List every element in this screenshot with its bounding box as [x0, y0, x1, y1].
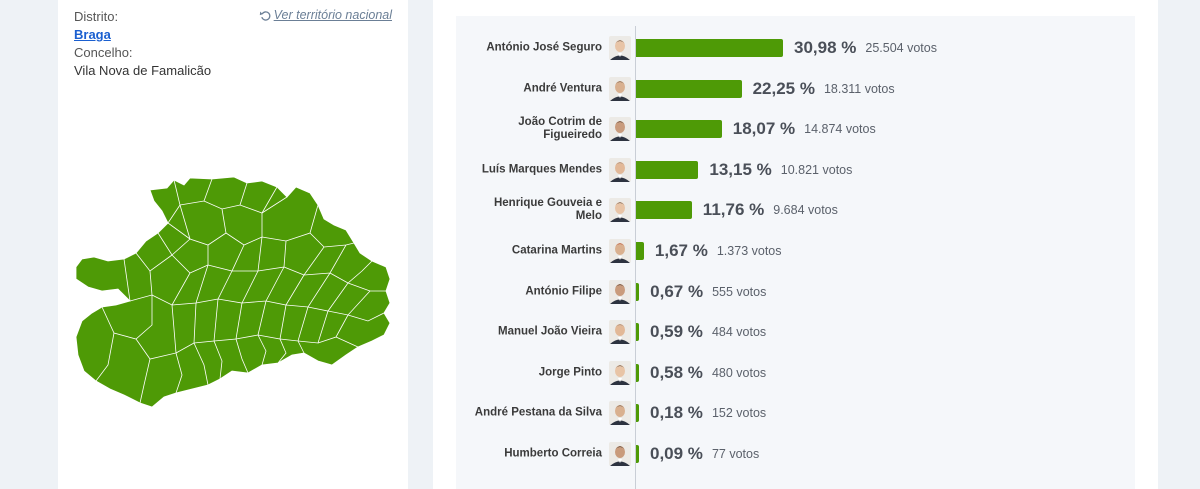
candidate-name: Manuel João Vieira: [498, 325, 602, 338]
result-percentage: 11,76 %: [702, 200, 765, 220]
candidate-row[interactable]: Luís Marques Mendes 13,15 % 10.821 votos: [456, 150, 1135, 190]
candidate-photo-icon: [609, 157, 631, 182]
candidate-name: Catarina Martins: [511, 244, 602, 257]
result-votes: 1.373 votos: [716, 244, 782, 258]
result-bar: [636, 160, 699, 179]
chart-axis: [635, 26, 636, 489]
result-bar: [636, 39, 783, 57]
candidate-photo-icon: [609, 360, 631, 385]
location-panel: Distrito: Braga Concelho: Vila Nova de F…: [58, 0, 408, 489]
result-bar: [636, 363, 639, 382]
distrito-label: Distrito:: [74, 9, 119, 24]
result-votes: 9.684 votos: [773, 203, 838, 218]
result-percentage: 13,15 %: [709, 159, 772, 179]
candidate-photo-icon: [609, 239, 631, 263]
candidate-row[interactable]: Humberto Correia 0,09 % 77 votos: [456, 434, 1135, 474]
result-votes: 18.311 votos: [823, 81, 895, 96]
result-bar: [636, 282, 640, 301]
municipality-shape: [75, 176, 391, 408]
result-votes: 77 votos: [711, 447, 760, 461]
result-votes: 555 votos: [712, 284, 767, 299]
result-votes: 480 votos: [711, 365, 767, 380]
result-votes: 25.504 votos: [865, 41, 937, 55]
distrito-link[interactable]: Braga: [74, 27, 111, 42]
national-link-text: Ver território nacional: [273, 8, 392, 22]
candidate-photo-icon: [609, 279, 631, 304]
result-percentage: 0,09 %: [650, 444, 703, 463]
concelho-value: Vila Nova de Famalicão: [74, 63, 212, 78]
candidate-name: Luís Marques Mendes: [481, 163, 602, 176]
result-votes: 10.821 votos: [780, 162, 853, 177]
candidate-row[interactable]: João Cotrim de Figueiredo 18,07 % 14.874 v…: [456, 109, 1135, 149]
candidate-name: Jorge Pinto: [538, 366, 602, 379]
candidate-row[interactable]: André Ventura 22,25 % 18.311 votos: [456, 69, 1135, 109]
candidate-photo-icon: [609, 36, 631, 60]
candidate-photo-icon: [609, 117, 631, 142]
result-percentage: 1,67 %: [654, 241, 708, 260]
result-bar: [636, 323, 639, 342]
concelho-label: Concelho:: [74, 45, 133, 60]
national-territory-link[interactable]: Ver território nacional: [259, 8, 392, 22]
candidate-row[interactable]: Catarina Martins 1,67 % 1.373 votos: [456, 231, 1135, 271]
result-bar: [636, 242, 644, 260]
candidate-name: João Cotrim de Figueiredo: [518, 116, 602, 142]
parish-borders: [95, 178, 386, 404]
results-panel: António José Seguro 30,98 % 25.504 votos An…: [433, 0, 1158, 489]
result-bar: [636, 120, 722, 139]
candidate-photo-icon: [609, 401, 631, 426]
candidate-name: António José Seguro: [486, 41, 602, 54]
candidate-row[interactable]: Henrique Gouveia e Melo 11,76 % 9.684 voto…: [456, 190, 1135, 230]
candidate-row[interactable]: António Filipe 0,67 % 555 votos: [456, 272, 1135, 312]
candidate-photo-icon: [609, 320, 631, 345]
result-percentage: 0,18 %: [650, 403, 703, 423]
candidate-name: André Pestana da Silva: [474, 406, 602, 419]
result-percentage: 0,67 %: [650, 281, 704, 301]
candidate-name: Humberto Correia: [504, 447, 602, 460]
candidate-row[interactable]: Manuel João Vieira 0,59 % 484 votos: [456, 312, 1135, 352]
result-percentage: 30,98 %: [794, 38, 857, 57]
candidate-photo-icon: [609, 198, 631, 223]
candidate-row[interactable]: André Pestana da Silva 0,18 % 152 votos: [456, 393, 1135, 433]
result-bar: [636, 445, 639, 463]
result-votes: 152 votos: [711, 406, 767, 421]
result-percentage: 18,07 %: [732, 119, 796, 139]
result-votes: 484 votos: [711, 325, 767, 340]
candidate-row[interactable]: Jorge Pinto 0,58 % 480 votos: [456, 353, 1135, 393]
result-percentage: 22,25 %: [752, 78, 815, 98]
result-bar: [636, 79, 742, 98]
parishes-map[interactable]: [72, 175, 394, 415]
candidate-photo-icon: [609, 442, 631, 466]
result-votes: 14.874 votos: [804, 122, 876, 137]
result-bar: [636, 201, 692, 220]
candidate-row[interactable]: António José Seguro 30,98 % 25.504 votos: [456, 28, 1135, 68]
result-bar: [636, 404, 639, 423]
candidate-name: Henrique Gouveia e Melo: [493, 197, 602, 223]
candidate-name: António Filipe: [525, 285, 602, 298]
candidate-name: André Ventura: [523, 82, 602, 95]
results-chart: António José Seguro 30,98 % 25.504 votos An…: [456, 16, 1135, 489]
undo-icon: [259, 10, 271, 21]
result-percentage: 0,58 %: [650, 362, 703, 382]
candidate-photo-icon: [609, 76, 631, 101]
result-percentage: 0,59 %: [650, 322, 703, 342]
